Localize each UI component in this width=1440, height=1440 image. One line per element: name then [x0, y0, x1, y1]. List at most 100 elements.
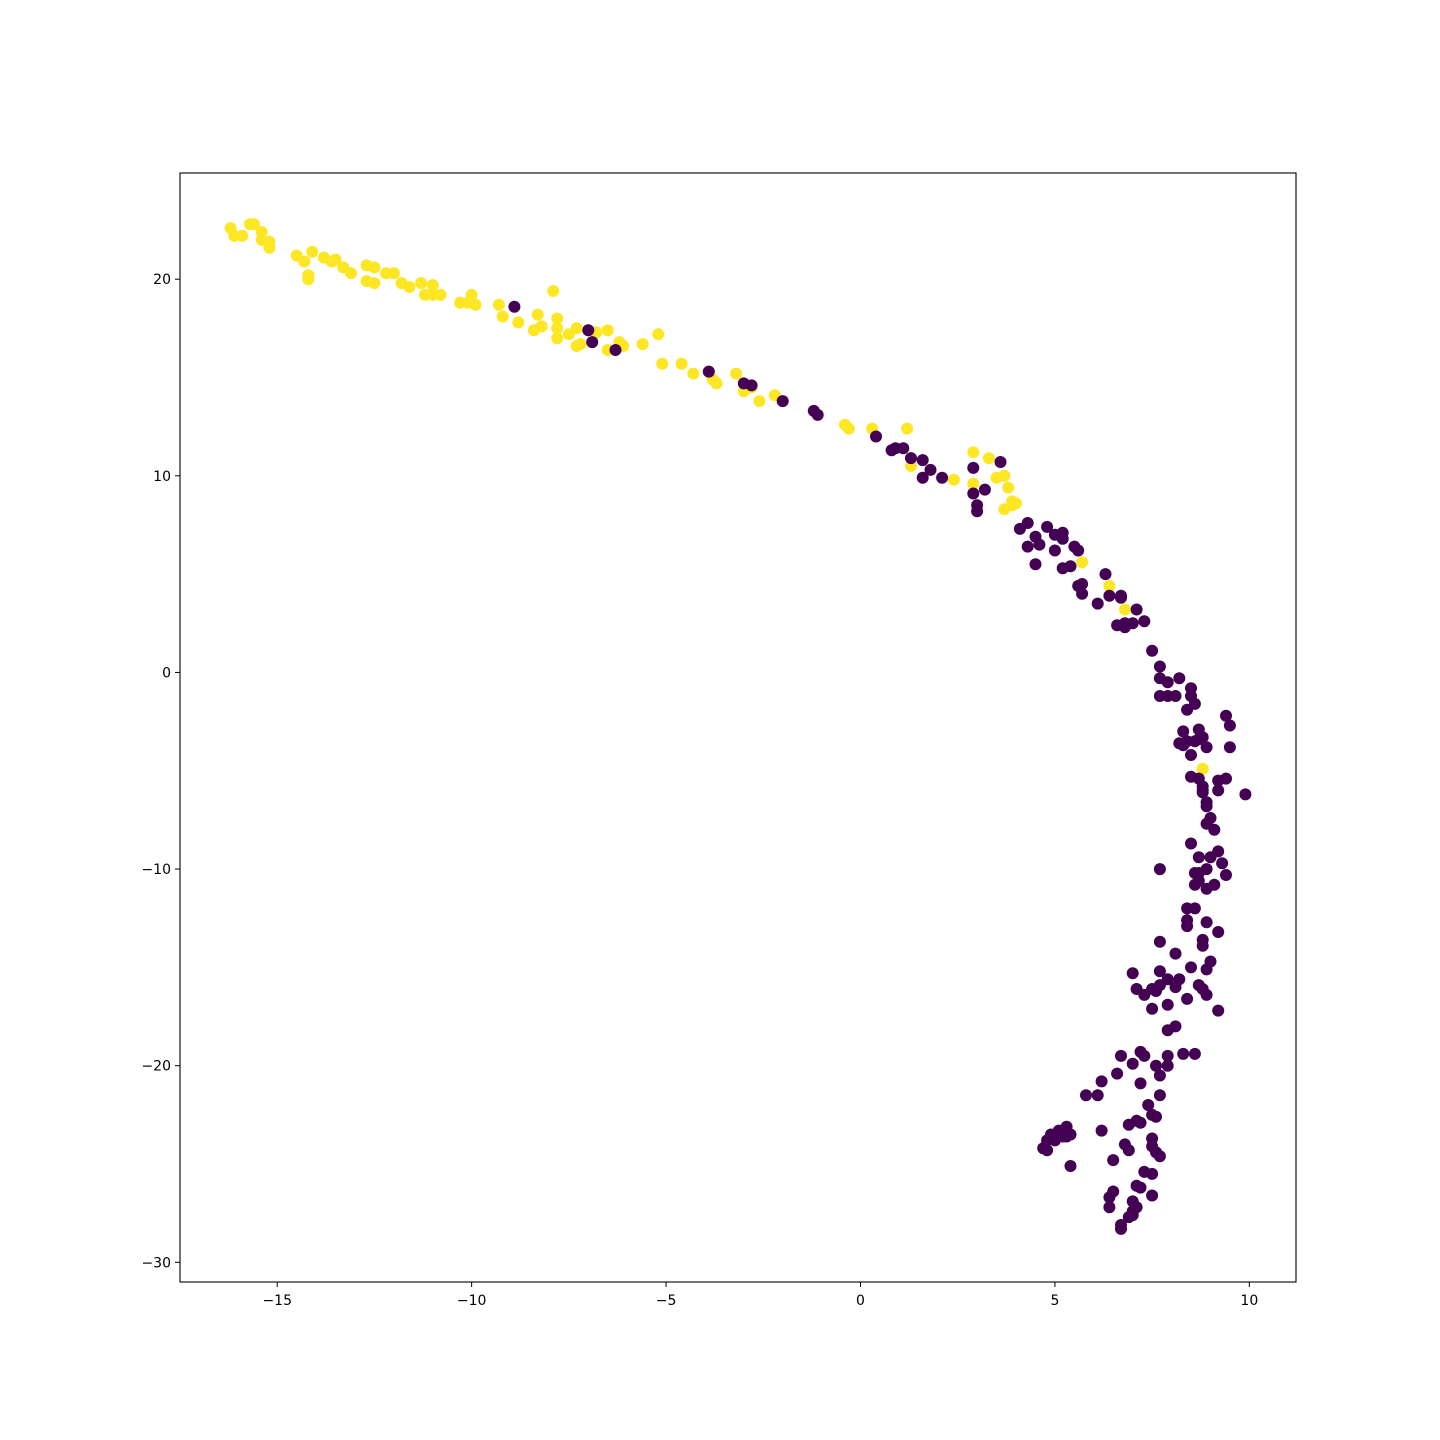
- scatter-point-27: [415, 277, 427, 289]
- scatter-point-85: [1076, 556, 1088, 568]
- y-tick-label: −30: [141, 1255, 171, 1271]
- scatter-point-279: [1146, 1168, 1158, 1180]
- scatter-point-26: [403, 281, 415, 293]
- scatter-point-182: [1154, 863, 1166, 875]
- scatter-point-35: [470, 299, 482, 311]
- scatter-point-158: [1189, 698, 1201, 710]
- scatter-point-47: [571, 322, 583, 334]
- scatter-point-278: [1146, 1190, 1158, 1202]
- scatter-point-264: [1135, 1117, 1147, 1129]
- scatter-point-108: [967, 462, 979, 474]
- scatter-point-52: [602, 324, 614, 336]
- scatter-point-93: [703, 366, 715, 378]
- scatter-point-107: [936, 472, 948, 484]
- scatter-point-174: [1208, 824, 1220, 836]
- scatter-point-281: [1115, 1223, 1127, 1235]
- scatter-point-171: [1201, 800, 1213, 812]
- scatter-point-229: [1127, 1058, 1139, 1070]
- scatter-point-77: [983, 452, 995, 464]
- y-tick-label: −20: [141, 1059, 171, 1075]
- scatter-point-24: [388, 267, 400, 279]
- scatter-point-147: [1162, 676, 1174, 688]
- scatter-point-183: [1185, 838, 1197, 850]
- scatter-point-257: [1065, 1129, 1077, 1141]
- scatter-point-224: [1201, 989, 1213, 1001]
- scatter-point-133: [1100, 568, 1112, 580]
- scatter-point-225: [1212, 1005, 1224, 1017]
- scatter-point-74: [948, 474, 960, 486]
- scatter-point-75: [967, 446, 979, 458]
- scatter-point-236: [1177, 1048, 1189, 1060]
- x-tick-label: 10: [1240, 1293, 1258, 1309]
- scatter-point-21: [368, 261, 380, 273]
- scatter-point-99: [870, 431, 882, 443]
- scatter-point-92: [610, 344, 622, 356]
- scatter-point-159: [1185, 749, 1197, 761]
- scatter-point-258: [1096, 1125, 1108, 1137]
- scatter-point-241: [1092, 1089, 1104, 1101]
- scatter-point-256: [1065, 1160, 1077, 1172]
- scatter-point-72: [901, 423, 913, 435]
- scatter-point-164: [1201, 741, 1213, 753]
- scatter-point-245: [1150, 1111, 1162, 1123]
- scatter-point-132: [1092, 598, 1104, 610]
- scatter-point-227: [1170, 1020, 1182, 1032]
- y-tick-label: 0: [162, 665, 171, 681]
- x-tick-label: 0: [856, 1293, 865, 1309]
- scatter-point-140: [1127, 617, 1139, 629]
- scatter-point-242: [1096, 1075, 1108, 1087]
- scatter-point-180: [1224, 720, 1236, 732]
- scatter-point-36: [493, 299, 505, 311]
- scatter-point-134: [1103, 590, 1115, 602]
- scatter-point-13: [306, 246, 318, 258]
- scatter-point-91: [586, 336, 598, 348]
- scatter-point-79: [998, 470, 1010, 482]
- scatter-point-231: [1138, 1050, 1150, 1062]
- scatter-point-173: [1205, 812, 1217, 824]
- x-tick-label: −10: [457, 1293, 487, 1309]
- scatter-point-8: [263, 242, 275, 254]
- scatter-point-49: [575, 338, 587, 350]
- scatter-point-118: [1030, 558, 1042, 570]
- x-tick-label: 5: [1050, 1293, 1059, 1309]
- scatter-point-228: [1115, 1050, 1127, 1062]
- scatter-point-216: [1162, 999, 1174, 1011]
- scatter-point-40: [532, 309, 544, 321]
- scatter-point-271: [1103, 1201, 1115, 1213]
- scatter-point-109: [967, 488, 979, 500]
- scatter-point-80: [1002, 482, 1014, 494]
- scatter-point-57: [652, 328, 664, 340]
- scatter-point-104: [917, 454, 929, 466]
- scatter-point-22: [368, 277, 380, 289]
- scatter-point-246: [1154, 1089, 1166, 1101]
- scatter-point-116: [1022, 541, 1034, 553]
- scatter-point-198: [1181, 914, 1193, 926]
- scatter-point-240: [1080, 1089, 1092, 1101]
- scatter-point-143: [1146, 645, 1158, 657]
- scatter-point-144: [1154, 661, 1166, 673]
- scatter-point-193: [1212, 845, 1224, 857]
- scatter-point-218: [1170, 948, 1182, 960]
- scatter-point-205: [1212, 926, 1224, 938]
- scatter-point-221: [1185, 961, 1197, 973]
- scatter-point-90: [582, 324, 594, 336]
- scatter-point-2: [236, 230, 248, 242]
- scatter-point-124: [1057, 533, 1069, 545]
- scatter-point-202: [1201, 916, 1213, 928]
- scatter-point-41: [536, 320, 548, 332]
- scatter-point-103: [905, 452, 917, 464]
- scatter-point-60: [687, 368, 699, 380]
- x-tick-label: −15: [262, 1293, 292, 1309]
- scatter-point-211: [1146, 1003, 1158, 1015]
- scatter-point-59: [676, 358, 688, 370]
- scatter-point-194: [1216, 857, 1228, 869]
- scatter-point-126: [1065, 560, 1077, 572]
- scatter-point-111: [971, 499, 983, 511]
- scatter-point-237: [1189, 1048, 1201, 1060]
- scatter-point-113: [995, 456, 1007, 468]
- scatter-point-276: [1135, 1182, 1147, 1194]
- scatter-point-233: [1154, 1070, 1166, 1082]
- scatter-point-150: [1173, 672, 1185, 684]
- scatter-point-249: [1041, 1144, 1053, 1156]
